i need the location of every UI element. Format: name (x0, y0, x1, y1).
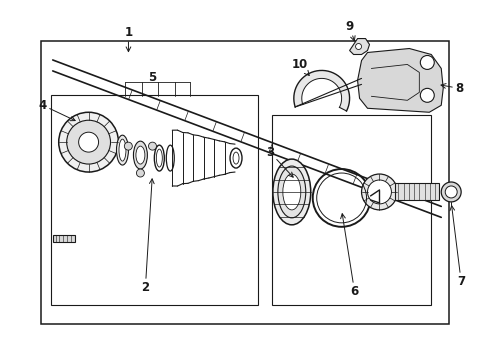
Circle shape (440, 182, 460, 202)
Polygon shape (357, 49, 442, 112)
Text: 3: 3 (265, 145, 293, 177)
Circle shape (444, 186, 456, 198)
Circle shape (361, 174, 397, 210)
Circle shape (66, 120, 110, 164)
Bar (395, 183, 438, 200)
Text: 4: 4 (39, 99, 75, 121)
Polygon shape (293, 71, 349, 111)
Text: 7: 7 (449, 206, 464, 288)
Ellipse shape (282, 174, 300, 210)
Circle shape (420, 55, 433, 69)
Circle shape (420, 88, 433, 102)
Ellipse shape (136, 146, 144, 164)
Bar (53, 235, 75, 242)
Ellipse shape (272, 159, 310, 225)
Circle shape (136, 169, 144, 177)
Text: 1: 1 (124, 26, 132, 51)
Bar (271, 115, 430, 305)
Ellipse shape (119, 139, 126, 161)
Circle shape (367, 180, 390, 204)
Circle shape (79, 132, 99, 152)
Circle shape (124, 142, 132, 150)
Bar (51, 95, 258, 305)
Text: 9: 9 (345, 20, 354, 41)
Circle shape (355, 44, 361, 50)
Polygon shape (349, 39, 369, 54)
Circle shape (59, 112, 118, 172)
Text: 6: 6 (340, 214, 358, 298)
Ellipse shape (116, 135, 128, 165)
Text: 2: 2 (141, 179, 154, 294)
Circle shape (148, 142, 156, 150)
Bar (41, 41, 448, 324)
Text: 8: 8 (440, 82, 462, 95)
Ellipse shape (133, 141, 147, 169)
Text: 10: 10 (291, 58, 308, 76)
Ellipse shape (277, 166, 305, 218)
Text: 5: 5 (148, 71, 156, 84)
